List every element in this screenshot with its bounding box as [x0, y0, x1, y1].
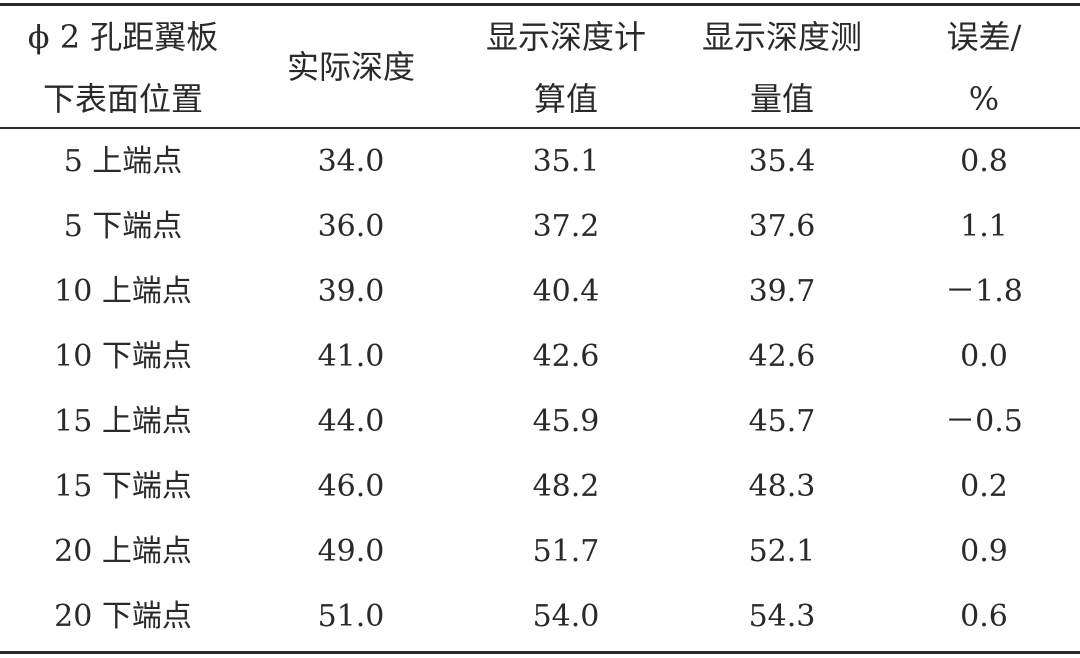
cell-position: 20 下端点 [54, 599, 192, 634]
cell-actual: 44.0 [317, 404, 385, 439]
header-divider-rule [0, 127, 1080, 129]
table-bottom-rule [0, 651, 1080, 654]
cell-measured: 39.7 [748, 274, 816, 309]
cell-position: 10 上端点 [54, 274, 192, 309]
cell-position: 5 下端点 [63, 209, 183, 244]
cell-calc: 54.0 [532, 599, 600, 634]
cell-error: －0.5 [945, 404, 1023, 439]
header-calc-depth: 显示深度计 算值 [456, 5, 676, 129]
cell-measured: 37.6 [748, 209, 816, 244]
cell-measured: 42.6 [748, 339, 816, 374]
cell-position: 10 下端点 [54, 339, 192, 374]
cell-calc: 40.4 [532, 274, 600, 309]
cell-measured: 35.4 [748, 144, 816, 179]
table-top-rule [0, 3, 1080, 6]
cell-calc: 51.7 [532, 534, 600, 569]
header-calc-line2: 算值 [533, 80, 598, 118]
cell-error: 0.8 [960, 144, 1008, 179]
cell-position: 5 上端点 [63, 144, 183, 179]
header-measured-depth: 显示深度测 量值 [676, 5, 888, 129]
cell-position: 15 下端点 [54, 469, 192, 504]
cell-position: 20 上端点 [54, 534, 192, 569]
header-measured-line1: 显示深度测 [701, 18, 862, 56]
header-calc-line1: 显示深度计 [485, 18, 646, 56]
cell-actual: 51.0 [317, 599, 385, 634]
cell-calc: 48.2 [532, 469, 600, 504]
header-actual-depth: 实际深度 [286, 48, 415, 86]
header-error: 误差/ % [888, 5, 1080, 129]
cell-calc: 42.6 [532, 339, 600, 374]
cell-measured: 45.7 [748, 404, 816, 439]
cell-measured: 48.3 [748, 469, 816, 504]
cell-measured: 52.1 [748, 534, 816, 569]
cell-error: 0.6 [960, 599, 1008, 634]
cell-error: 0.0 [960, 339, 1008, 374]
cell-error: 0.9 [960, 534, 1008, 569]
header-position: ϕ 2 孔距翼板 下表面位置 [0, 5, 246, 129]
cell-actual: 36.0 [317, 209, 385, 244]
header-measured-line2: 量值 [749, 80, 814, 118]
cell-actual: 46.0 [317, 469, 385, 504]
cell-error: 0.2 [960, 469, 1008, 504]
cell-actual: 39.0 [317, 274, 385, 309]
cell-calc: 37.2 [532, 209, 600, 244]
cell-calc: 35.1 [532, 144, 600, 179]
header-error-line1: 误差/ [946, 18, 1022, 56]
header-position-line1: ϕ 2 孔距翼板 [27, 18, 219, 56]
cell-error: 1.1 [960, 209, 1008, 244]
header-position-line2: 下表面位置 [42, 80, 203, 118]
cell-actual: 34.0 [317, 144, 385, 179]
cell-error: －1.8 [945, 274, 1023, 309]
header-error-line2: % [968, 80, 1000, 118]
cell-actual: 41.0 [317, 339, 385, 374]
cell-actual: 49.0 [317, 534, 385, 569]
cell-position: 15 上端点 [54, 404, 192, 439]
cell-measured: 54.3 [748, 599, 816, 634]
cell-calc: 45.9 [532, 404, 600, 439]
